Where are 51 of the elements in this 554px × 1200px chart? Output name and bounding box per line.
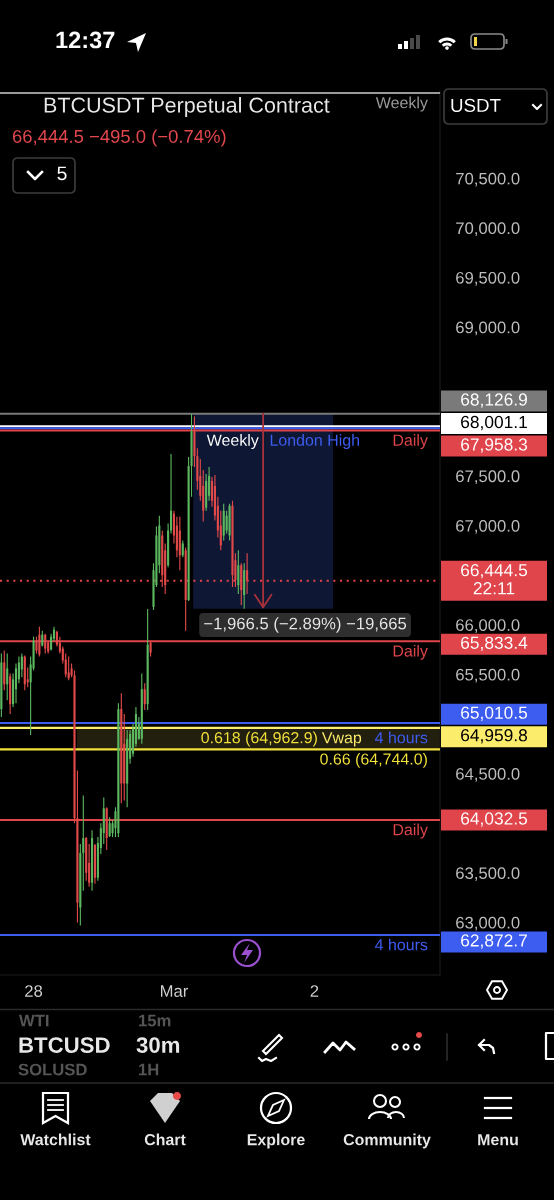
annotation: 0.618 (64,962.9) [201, 731, 317, 747]
annotation: London High [270, 434, 360, 449]
y-tick-label: 63,500.0 [456, 867, 520, 881]
text: WTI [19, 1014, 49, 1027]
y-tick-label: 66,000.0 [456, 619, 520, 633]
ref-line-label: 66,444.5 22:11 [461, 564, 528, 595]
annotation: 4 hours [375, 938, 428, 951]
y-tick-label: 67,000.0 [456, 519, 520, 534]
annotation: Weekly [206, 434, 259, 449]
text: Explore [247, 1133, 305, 1149]
x-tick-label: 2 [310, 985, 319, 997]
text: Watchlist [20, 1133, 91, 1146]
y-tick-label: 70,500.0 [456, 172, 520, 187]
ref-line-label: 65,010.5 [461, 706, 528, 721]
y-tick-label: 69,500.0 [456, 271, 520, 286]
text: USDT [451, 98, 501, 113]
annotation: 4 hours [375, 731, 428, 744]
y-tick-label: 70,000.0 [456, 222, 520, 237]
annotation: Daily [393, 644, 428, 660]
y-tick-label: 64,500.0 [456, 768, 520, 782]
y-tick-label: 69,000.0 [456, 321, 520, 336]
text: Community [343, 1133, 431, 1149]
annotation: Vwap [321, 732, 362, 747]
annotation: Daily [393, 434, 428, 449]
text: Chart [144, 1133, 186, 1146]
annotation: 0.66 (64,744.0) [320, 752, 427, 768]
text: Menu [478, 1134, 518, 1146]
text: SOLUSD [18, 1063, 87, 1076]
x-tick-label: 28 [25, 985, 43, 997]
ref-line-label: 67,958.3 [461, 438, 528, 453]
text: 1H [139, 1063, 159, 1076]
annotation: Weekly [375, 96, 428, 112]
y-tick-label: 65,500.0 [456, 668, 520, 683]
text: 66,444.5 −495.0 (−0.74%) [12, 129, 226, 147]
text: 30m [136, 1037, 180, 1053]
text: BTCUSD [19, 1037, 110, 1053]
x-tick-label: Mar [160, 985, 189, 997]
text: 12:37 [56, 31, 115, 49]
ref-line-label: 65,833.4 [461, 636, 528, 651]
band-label: −1,966.5 (−2.89%) −19,665 [204, 617, 407, 633]
chart-title: BTCUSDT Perpetual Contract [44, 96, 330, 118]
ref-line-label: 64,959.8 [461, 729, 528, 744]
text: 15m [139, 1014, 171, 1027]
annotation: 5 [57, 166, 67, 181]
annotation: Daily [393, 823, 428, 839]
ref-line-label: 64,032.5 [461, 812, 528, 827]
y-tick-label: 67,500.0 [456, 470, 520, 485]
ref-line-label: 62,872.7 [461, 934, 527, 949]
ref-line-label: 68,126.9 [461, 393, 527, 408]
y-tick-label: 63,000.0 [456, 916, 520, 931]
ref-line-label: 68,001.1 [461, 415, 527, 431]
